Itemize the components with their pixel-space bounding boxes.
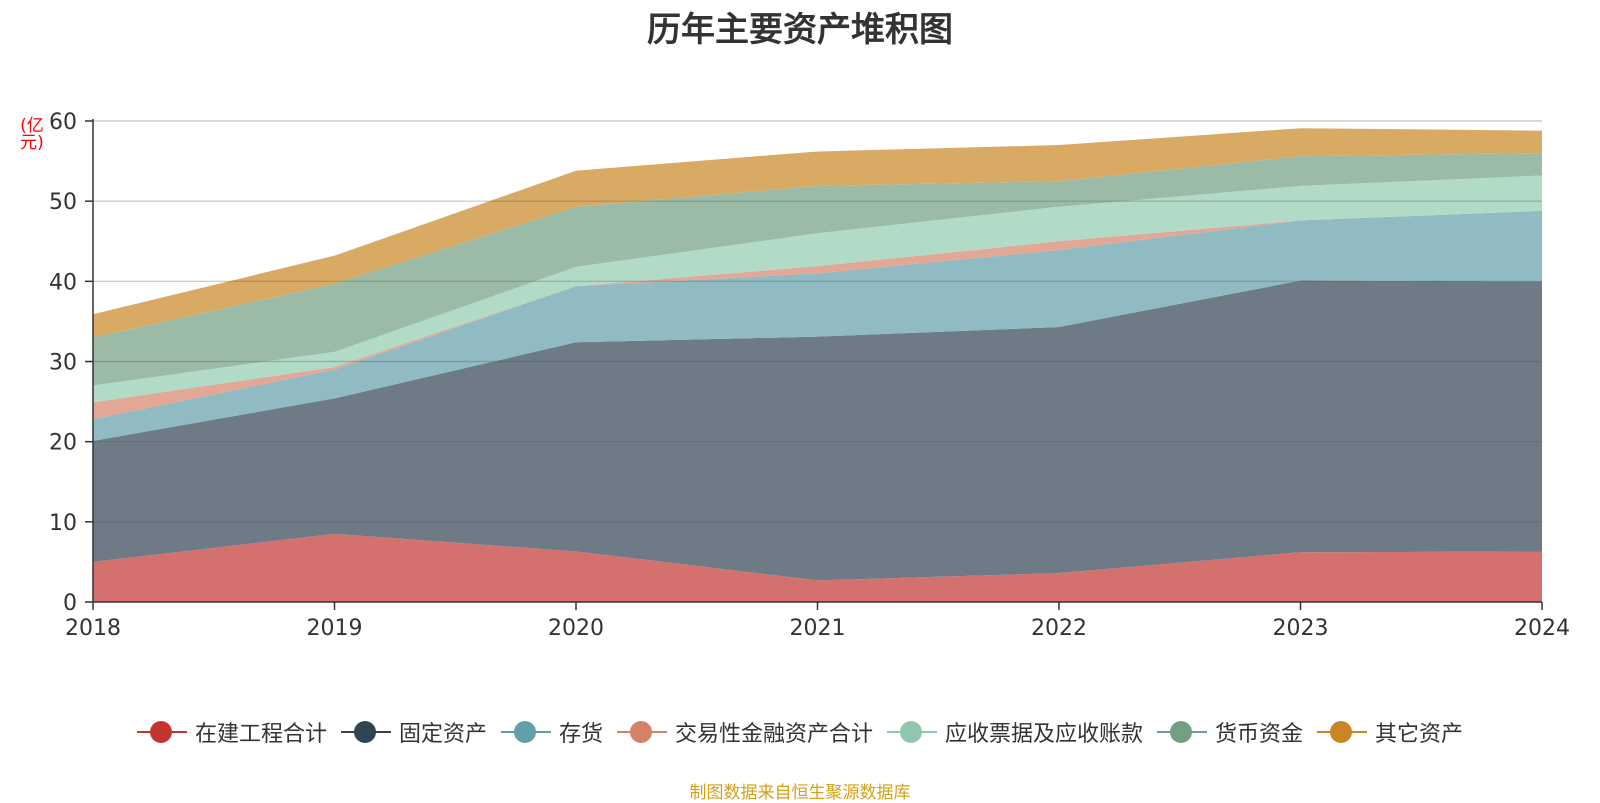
legend-label: 在建工程合计 (194, 722, 327, 747)
legend-label: 固定资产 (398, 722, 487, 747)
legend-marker-icon (136, 720, 187, 744)
legend-label: 其它资产 (1375, 722, 1464, 747)
x-tick-label: 2019 (307, 616, 363, 641)
legend-item-6[interactable]: 货币资金 (1157, 716, 1303, 748)
y-axis-unit: (亿元) (20, 116, 44, 153)
legend-item-7[interactable]: 其它资产 (1317, 716, 1463, 748)
y-tick-label: 10 (49, 511, 77, 536)
area-series-2 (93, 280, 1542, 581)
legend-label: 交易性金融资产合计 (674, 722, 873, 747)
legend-item-2[interactable]: 固定资产 (340, 716, 487, 748)
y-tick-label: 40 (49, 270, 77, 295)
x-tick-label: 2024 (1514, 616, 1570, 641)
area-series-3 (93, 210, 1542, 441)
legend-marker-icon (1317, 720, 1368, 744)
y-tick-label: 60 (49, 110, 77, 135)
x-tick-label: 2023 (1273, 616, 1329, 641)
legend-item-5[interactable]: 应收票据及应收账款 (887, 716, 1143, 748)
area-series-1 (93, 533, 1542, 602)
legend-marker-icon (887, 720, 937, 744)
legend-label: 货币资金 (1215, 722, 1304, 747)
x-tick-label: 2020 (548, 616, 604, 641)
chart-title: 历年主要资产堆积图 (647, 10, 953, 50)
legend-label: 存货 (558, 722, 603, 747)
legend-marker-icon (500, 720, 551, 744)
x-tick-label: 2022 (1031, 616, 1087, 641)
x-tick-label: 2021 (790, 616, 846, 641)
legend-item-3[interactable]: 存货 (500, 716, 603, 748)
x-tick-label: 2018 (65, 616, 121, 641)
y-tick-label: 30 (49, 351, 77, 376)
area-series-5 (93, 175, 1542, 403)
legend-marker-icon (616, 720, 667, 744)
legend-marker-icon (1157, 720, 1208, 744)
area-series-7 (93, 128, 1542, 338)
legend-item-1[interactable]: 在建工程合计 (136, 716, 327, 748)
legend: 在建工程合计 固定资产 存货 交易性金融资产合计 应收票据及应收账款 货币资金 其它资产 (0, 716, 1600, 748)
data-source-note: 制图数据来自恒生聚源数据库 (689, 783, 911, 803)
y-tick-label: 0 (63, 591, 77, 616)
area-series-6 (93, 153, 1542, 386)
legend-item-4[interactable]: 交易性金融资产合计 (616, 716, 873, 748)
y-tick-label: 50 (49, 190, 77, 215)
legend-label: 应收票据及应收账款 (945, 722, 1144, 747)
y-tick-label: 20 (49, 431, 77, 456)
legend-marker-icon (340, 720, 391, 744)
